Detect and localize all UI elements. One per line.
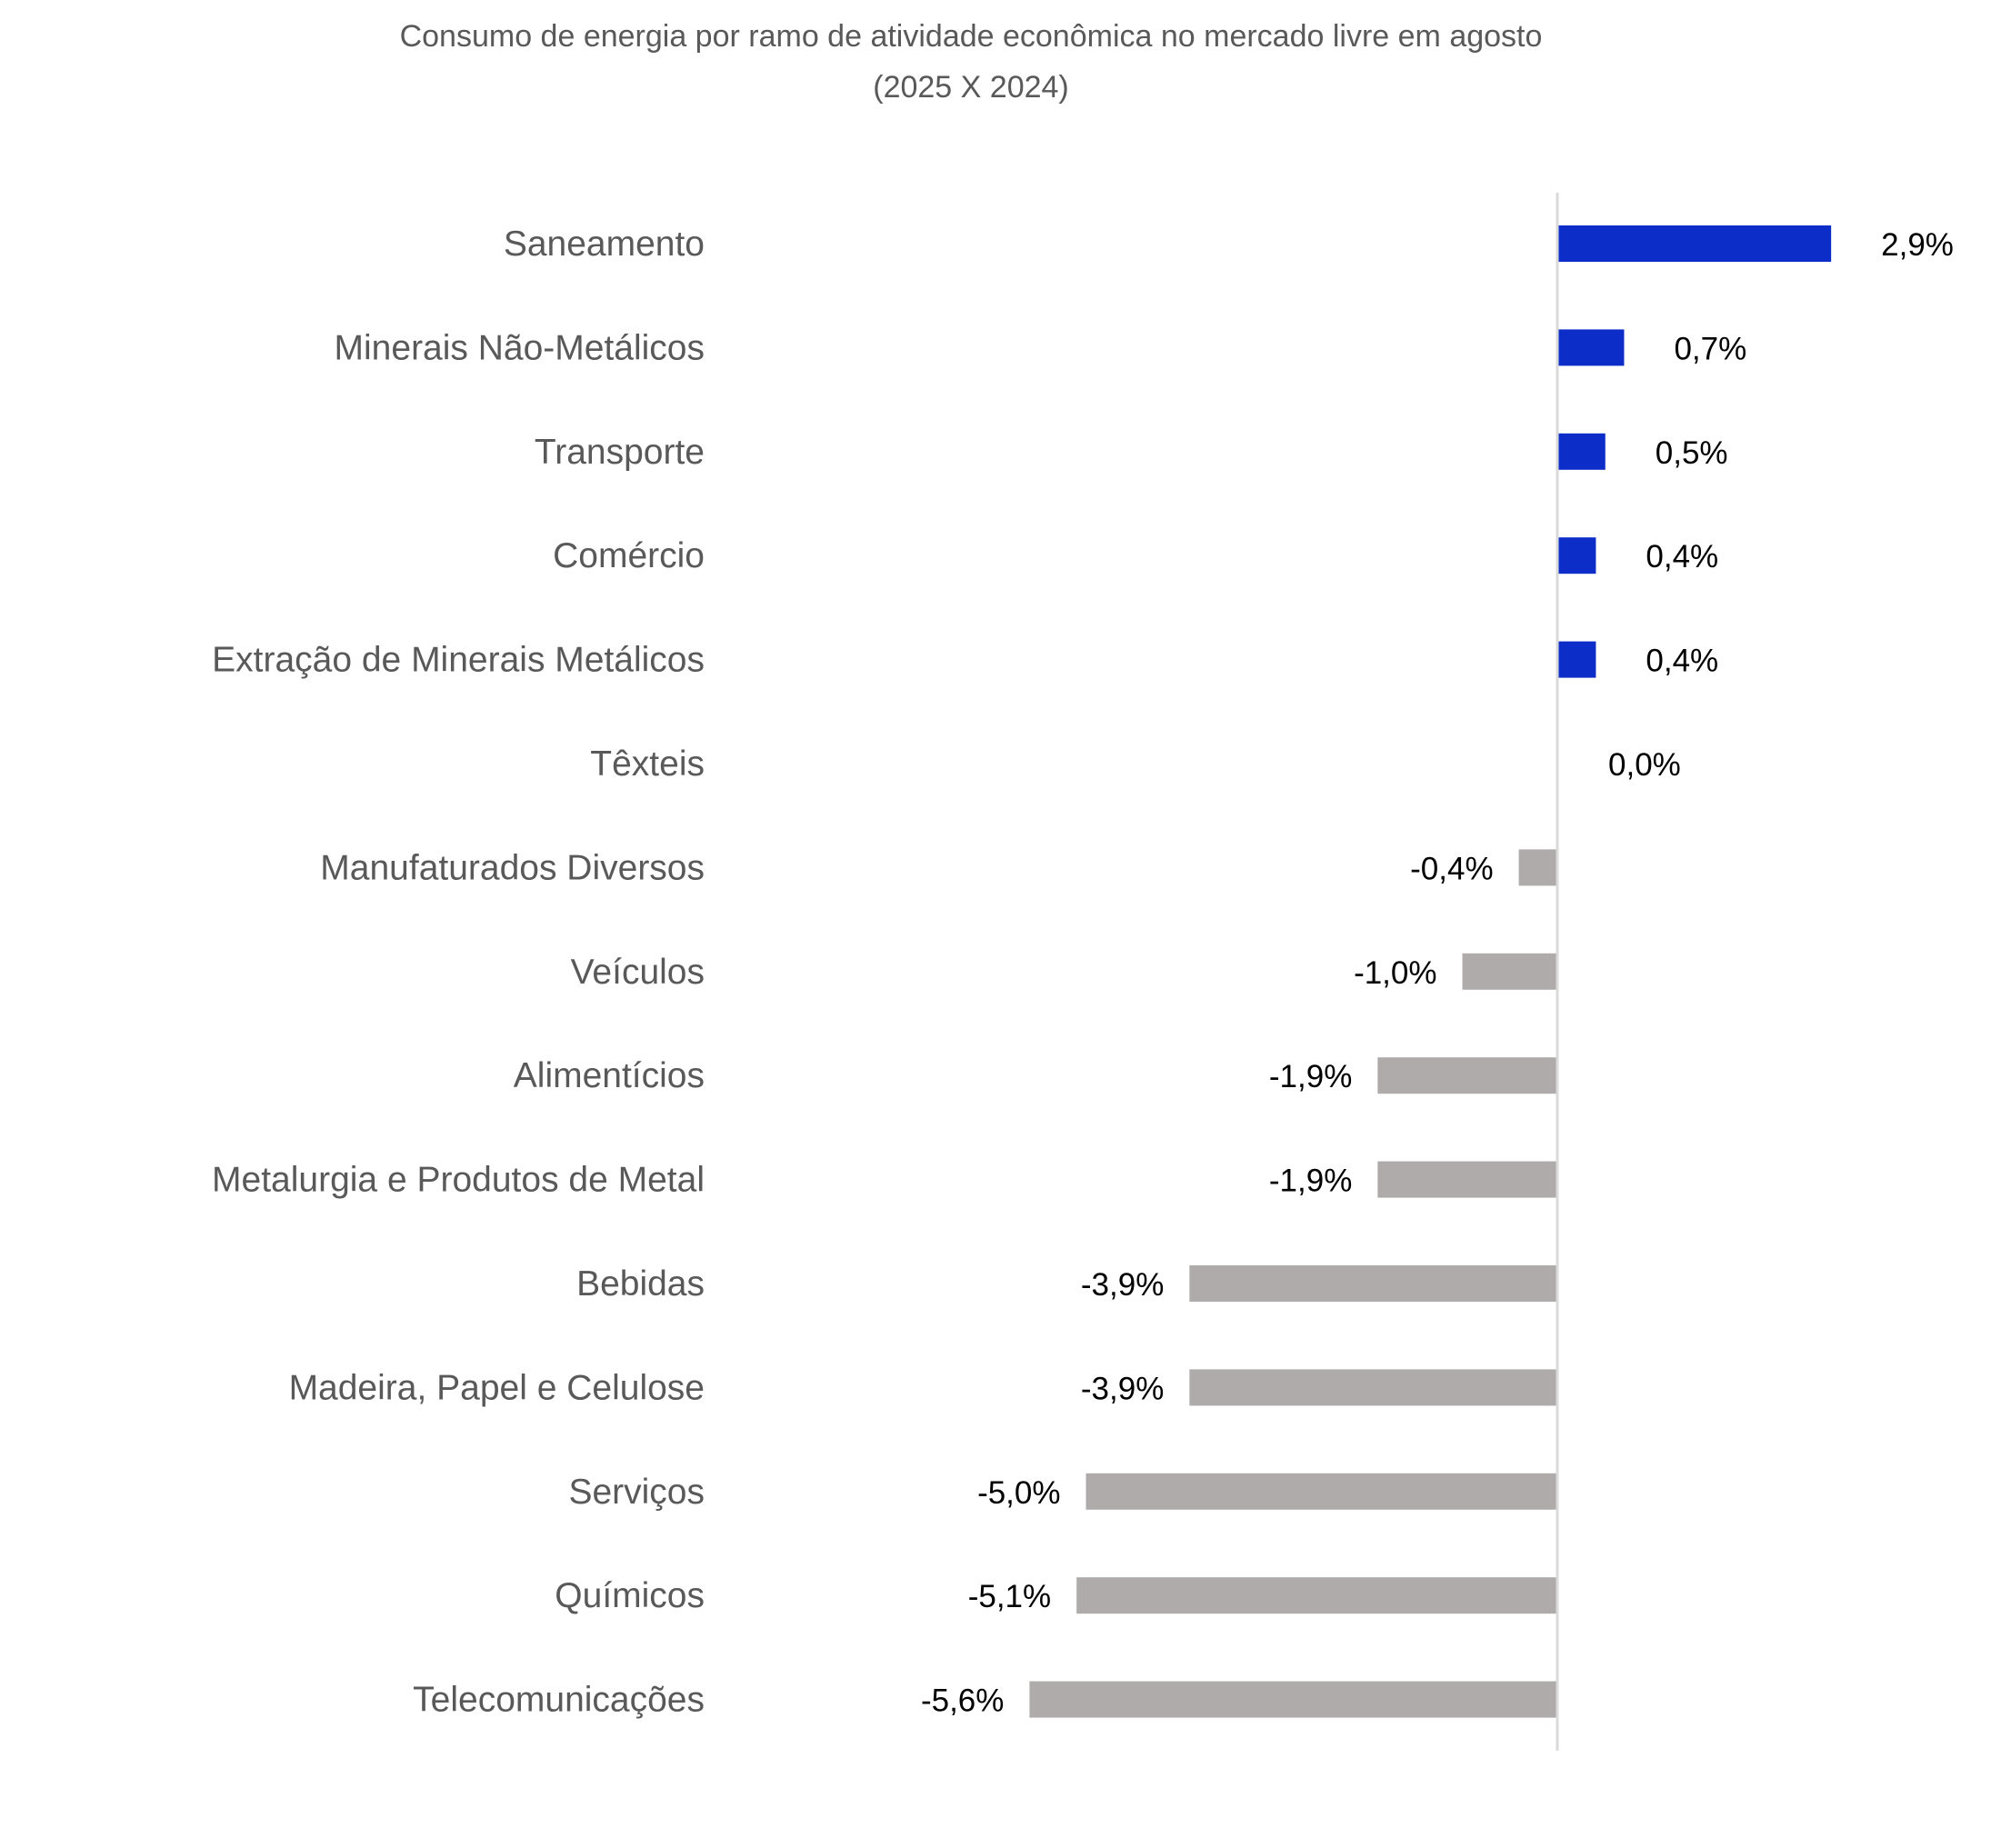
data-label: 0,0%: [1608, 747, 1681, 783]
bar: [1189, 1265, 1556, 1302]
data-label: -5,0%: [977, 1475, 1060, 1511]
category-label: Comércio: [553, 536, 705, 575]
chart-title-line: Consumo de energia por ramo de atividade…: [399, 19, 1543, 54]
data-label: -5,6%: [921, 1683, 1004, 1719]
category-label: Telecomunicações: [413, 1681, 705, 1720]
data-label: -1,9%: [1269, 1059, 1352, 1094]
data-label: -1,9%: [1269, 1164, 1352, 1199]
category-label: Extração de Minerais Metálicos: [212, 641, 705, 680]
bar: [1558, 225, 1832, 262]
bar: [1462, 953, 1556, 990]
bar: [1518, 849, 1556, 886]
data-label: 0,5%: [1656, 435, 1728, 471]
category-label: Veículos: [571, 953, 705, 992]
category-label: Químicos: [555, 1576, 705, 1615]
data-label: 0,4%: [1646, 539, 1718, 574]
category-label: Alimentícios: [514, 1056, 705, 1095]
category-label: Minerais Não-Metálicos: [335, 328, 705, 367]
data-label: -5,1%: [968, 1579, 1051, 1614]
bar: [1377, 1057, 1556, 1094]
category-label: Bebidas: [576, 1264, 705, 1304]
data-label: -1,0%: [1354, 955, 1436, 991]
data-label: -0,4%: [1410, 851, 1493, 886]
data-label: -3,9%: [1081, 1371, 1164, 1406]
data-label: 0,4%: [1646, 644, 1718, 679]
bar: [1558, 537, 1596, 574]
data-label: -3,9%: [1081, 1267, 1164, 1303]
bar: [1558, 329, 1625, 366]
bar: [1189, 1369, 1556, 1406]
category-label: Metalurgia e Produtos de Metal: [212, 1161, 705, 1200]
category-label: Madeira, Papel e Celulose: [289, 1368, 705, 1407]
category-label: Saneamento: [504, 225, 705, 264]
data-label: 0,7%: [1674, 331, 1746, 366]
chart-title: Consumo de energia por ramo de atividade…: [0, 11, 1942, 113]
category-label: Transporte: [535, 433, 705, 472]
category-label: Serviços: [568, 1473, 705, 1512]
bar: [1076, 1577, 1556, 1614]
bar: [1558, 433, 1606, 470]
category-label: Têxteis: [590, 744, 705, 784]
bar: [1029, 1681, 1556, 1718]
data-label: 2,9%: [1881, 227, 1954, 263]
bar: [1558, 641, 1596, 678]
bar: [1086, 1473, 1556, 1510]
category-label: Manufaturados Diversos: [320, 848, 705, 887]
chart-subtitle: (2025 X 2024): [873, 70, 1069, 105]
bar: [1377, 1161, 1556, 1198]
